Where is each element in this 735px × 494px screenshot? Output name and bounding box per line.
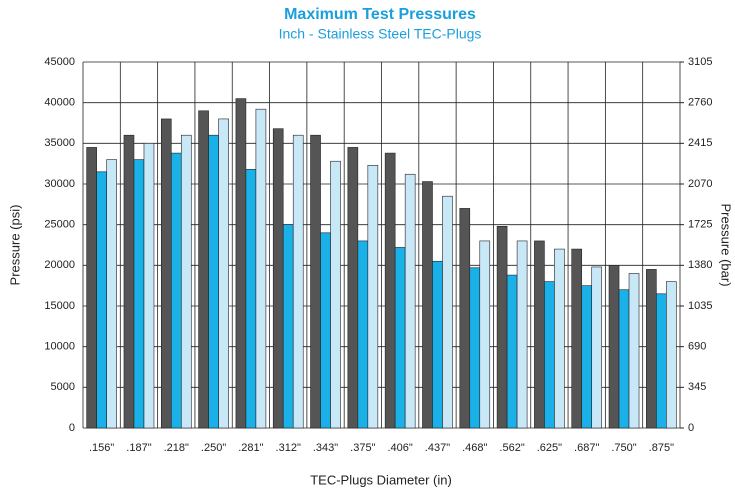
bar <box>496 225 508 429</box>
y2-tick-label: 1035 <box>688 300 712 312</box>
bar <box>442 195 453 429</box>
y-tick-label: 25000 <box>44 219 75 231</box>
bar <box>133 159 145 429</box>
y2-tick-label: 1380 <box>688 259 712 271</box>
bar <box>608 265 620 429</box>
chart-subtitle: Inch - Stainless Steel TEC-Plugs <box>279 26 482 42</box>
bar <box>459 208 471 429</box>
bar <box>272 128 284 429</box>
bar <box>282 224 294 429</box>
x-tick-label: .406" <box>387 442 412 454</box>
x-tick-label: .187" <box>126 442 151 454</box>
x-axis-label: TEC-Plugs Diameter (in) <box>310 472 452 487</box>
bar <box>404 173 416 429</box>
x-tick-label: .750" <box>611 442 636 454</box>
y-axis-label: Pressure (psi) <box>7 205 22 286</box>
bar <box>367 164 379 429</box>
bar <box>571 248 583 429</box>
bar <box>357 240 369 429</box>
bar <box>292 134 304 429</box>
bar <box>422 181 433 429</box>
y2-tick-label: 345 <box>688 381 706 393</box>
x-tick-label: .250" <box>201 442 226 454</box>
bar <box>384 152 396 429</box>
x-tick-label: .312" <box>276 442 301 454</box>
y2-tick-label: 1725 <box>688 219 712 231</box>
bar <box>245 169 257 429</box>
x-tick-label: .281" <box>238 442 263 454</box>
y2-tick-label: 2760 <box>688 97 712 109</box>
bar <box>198 110 209 429</box>
x-tick-label: .875" <box>649 442 674 454</box>
y2-tick-label: 0 <box>688 422 694 434</box>
y2-axis-label: Pressure (bar) <box>719 203 734 286</box>
bar <box>479 240 491 429</box>
x-tick-label: .562" <box>499 442 524 454</box>
y2-tick-label: 3105 <box>688 56 712 68</box>
y-tick-label: 15000 <box>44 300 75 312</box>
bar <box>544 281 555 429</box>
bar <box>534 240 545 429</box>
x-tick-label: .687" <box>574 442 599 454</box>
bar <box>310 134 321 429</box>
bar <box>506 274 518 429</box>
bar <box>86 147 97 429</box>
y-tick-label: 35000 <box>44 137 75 149</box>
y2-tick-label: 690 <box>688 341 706 353</box>
chart-title: Maximum Test Pressures <box>284 6 476 23</box>
bar <box>591 266 603 429</box>
bar <box>218 118 229 429</box>
bar <box>208 134 219 429</box>
x-tick-label: .375" <box>350 442 375 454</box>
x-tick-label: .156" <box>89 442 114 454</box>
bar <box>554 248 565 429</box>
bar <box>432 260 443 429</box>
bar <box>656 293 667 429</box>
bar <box>394 247 406 429</box>
bar <box>170 152 182 429</box>
y-tick-label: 0 <box>69 422 75 434</box>
bar <box>469 267 481 429</box>
y-tick-label: 10000 <box>44 341 75 353</box>
x-tick-label: .468" <box>462 442 487 454</box>
bar <box>160 118 172 429</box>
y-tick-label: 40000 <box>44 97 75 109</box>
bar <box>180 134 192 429</box>
bar <box>666 281 677 429</box>
y-tick-label: 20000 <box>44 259 75 271</box>
y-tick-label: 30000 <box>44 178 75 190</box>
bar <box>235 98 247 429</box>
bar <box>646 269 657 429</box>
bar <box>96 171 107 429</box>
bar <box>255 108 267 429</box>
x-tick-label: .218" <box>164 442 189 454</box>
bar <box>581 285 593 429</box>
y-tick-label: 45000 <box>44 56 75 68</box>
bar <box>618 289 630 429</box>
bar <box>628 273 640 429</box>
bar <box>106 159 117 429</box>
y2-tick-label: 2070 <box>688 178 712 190</box>
bar <box>143 143 155 429</box>
bar <box>320 232 331 429</box>
bar <box>123 134 135 429</box>
y-tick-label: 5000 <box>51 381 75 393</box>
y2-tick-label: 2415 <box>688 137 712 149</box>
bar <box>330 160 341 429</box>
bar <box>516 240 528 429</box>
x-tick-label: .625" <box>537 442 562 454</box>
bar <box>347 147 359 429</box>
x-tick-label: .437" <box>425 442 450 454</box>
x-tick-label: .343" <box>313 442 338 454</box>
